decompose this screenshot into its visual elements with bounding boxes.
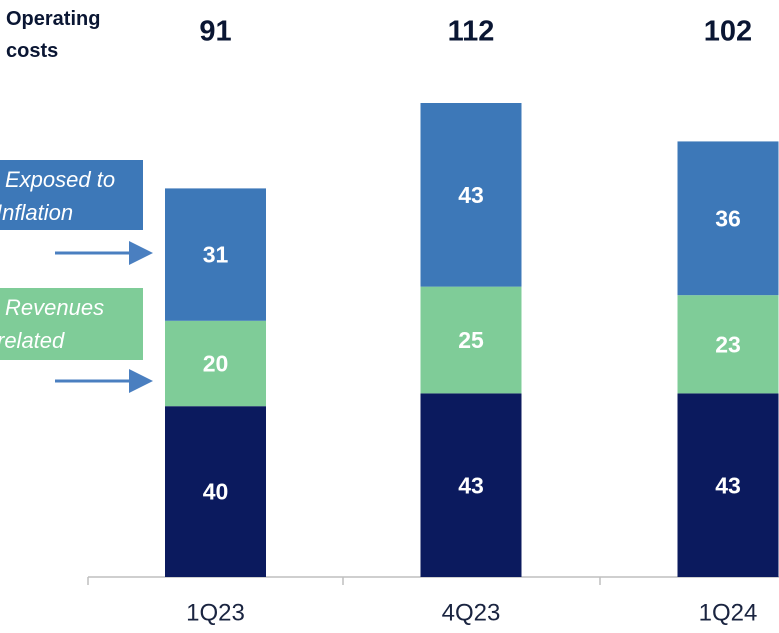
legend-box — [0, 160, 143, 230]
bar-value-label: 40 — [203, 479, 229, 505]
chart-title: Operating costs — [6, 8, 100, 62]
legend-label: Revenues related — [0, 295, 104, 353]
legend-label: Exposed to Inflation — [0, 167, 115, 225]
legend-box — [0, 288, 143, 360]
x-tick-label: 1Q24 — [699, 599, 758, 626]
bar-segment — [420, 103, 522, 287]
total-label: 112 — [448, 16, 495, 48]
bar-value-label: 43 — [458, 182, 484, 208]
bar-segment — [420, 393, 522, 577]
bar-value-label: 23 — [715, 331, 741, 357]
bar-segment — [677, 295, 779, 394]
total-label: 102 — [704, 16, 752, 48]
bar-value-label: 25 — [458, 327, 484, 353]
bar-value-label: 31 — [203, 242, 229, 268]
bar-segment — [677, 393, 779, 577]
x-tick-label: 4Q23 — [442, 599, 501, 626]
x-tick-label: 1Q23 — [186, 599, 245, 626]
bar-value-label: 43 — [715, 472, 741, 498]
bar-segment — [420, 286, 522, 394]
bar-segment — [165, 188, 266, 321]
bar-segment — [677, 141, 779, 296]
bar-value-label: 20 — [203, 351, 229, 377]
bar-value-label: 36 — [715, 205, 741, 231]
bar-segment — [165, 406, 266, 577]
total-label: 91 — [199, 16, 231, 48]
bar-value-label: 43 — [458, 472, 484, 498]
bar-segment — [165, 320, 266, 407]
